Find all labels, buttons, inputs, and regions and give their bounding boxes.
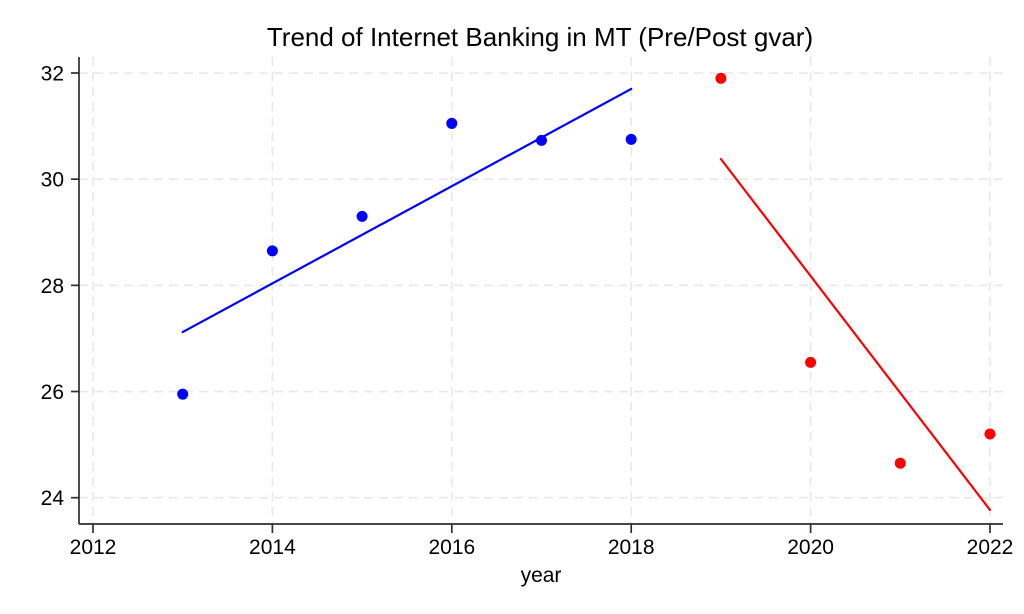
x-tick-label: 2018 — [608, 536, 655, 559]
y-tick-label: 30 — [41, 169, 64, 192]
x-tick-label: 2022 — [967, 536, 1014, 559]
x-tick-label: 2014 — [249, 536, 296, 559]
data-point-post-gvar — [894, 457, 906, 469]
data-point-post-gvar — [805, 356, 817, 368]
x-axis-label: year — [521, 564, 562, 587]
y-tick-label: 32 — [41, 63, 64, 86]
grid-layer — [79, 57, 1003, 524]
chart-title: Trend of Internet Banking in MT (Pre/Pos… — [267, 22, 813, 52]
data-point-pre-gvar — [446, 117, 458, 129]
y-tick-label: 24 — [41, 487, 65, 510]
data-point-post-gvar — [984, 428, 996, 440]
data-point-pre-gvar — [625, 133, 637, 145]
x-tick-label: 2020 — [787, 536, 834, 559]
x-tick-label: 2012 — [70, 536, 117, 559]
x-tick-label: 2016 — [428, 536, 475, 559]
data-point-post-gvar — [715, 72, 727, 84]
trend-line-pre-gvar — [181, 87, 633, 334]
data-layer — [177, 72, 996, 512]
data-point-pre-gvar — [266, 245, 278, 257]
data-point-pre-gvar — [177, 388, 189, 400]
trend-line-post-gvar — [719, 157, 992, 512]
axis-layer: 24 26 28 30 32 2012 2014 2016 2018 2020 2022 — [41, 57, 1014, 559]
data-point-pre-gvar — [536, 134, 547, 146]
data-point-pre-gvar — [356, 210, 368, 222]
y-tick-label: 26 — [41, 381, 64, 404]
y-tick-label: 28 — [41, 275, 64, 298]
